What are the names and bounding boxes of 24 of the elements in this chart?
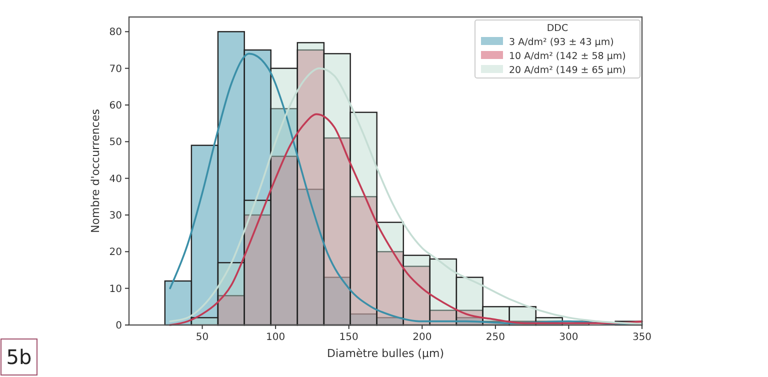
y-tick-label: 50 <box>109 137 122 148</box>
text: 5b <box>6 345 32 369</box>
x-tick-label: 300 <box>559 332 578 343</box>
x-tick-label: 150 <box>339 332 358 343</box>
legend-title: DDC <box>546 23 568 34</box>
y-tick-label: 30 <box>109 210 122 222</box>
y-tick-label: 40 <box>109 174 122 185</box>
y-axis-title: Nombre d'occurrences <box>89 108 102 233</box>
y-tick-label: 0 <box>116 320 122 332</box>
x-tick-label: 350 <box>632 332 652 343</box>
y-tick-label: 60 <box>109 100 122 112</box>
x-axis-title: Diamètre bulles (µm) <box>327 347 444 360</box>
x-tick-label: 100 <box>266 332 286 343</box>
x-tick-label: 250 <box>486 332 505 343</box>
y-tick-label: 80 <box>109 27 122 38</box>
legend-label: 10 A/dm² (142 ± 58 µm) <box>509 51 626 62</box>
y-tick-label: 70 <box>109 64 122 75</box>
legend-label: 20 A/dm² (149 ± 65 µm) <box>509 65 626 76</box>
legend-label: 3 A/dm² (93 ± 43 µm) <box>509 37 614 48</box>
y-tick-label: 20 <box>109 247 122 258</box>
x-tick-label: 200 <box>412 332 432 343</box>
line-series <box>169 113 643 326</box>
x-tick-label: 50 <box>196 332 209 343</box>
y-tick-label: 10 <box>109 284 122 295</box>
